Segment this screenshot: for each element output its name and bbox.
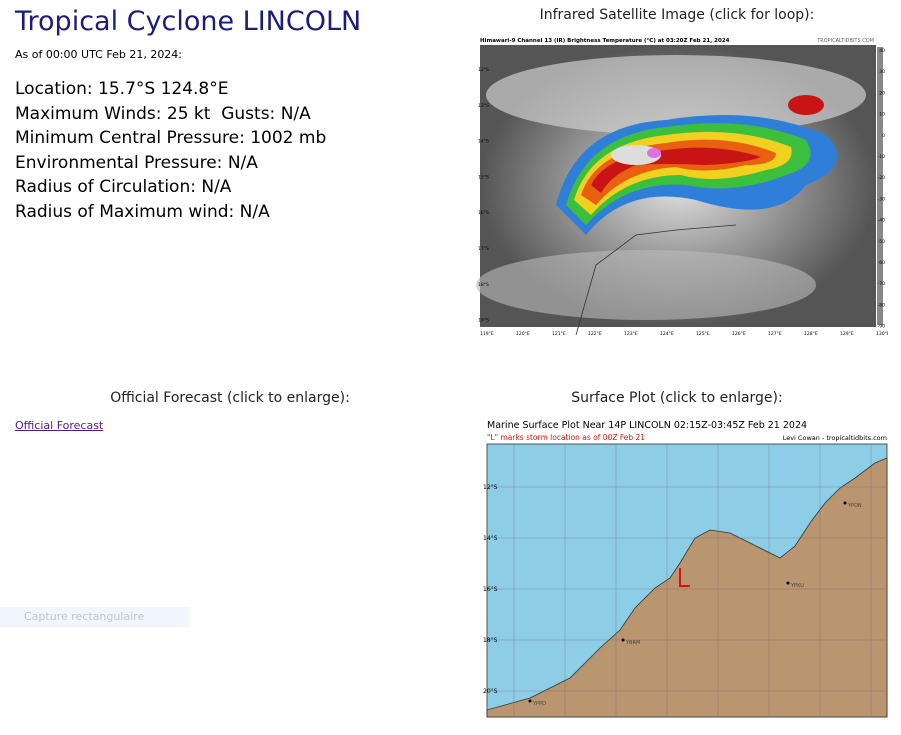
- lon-label: 124°E: [660, 331, 674, 337]
- lat-label: 12°S: [478, 67, 489, 73]
- capture-overlay: Capture rectangulaire: [0, 607, 190, 627]
- colorbar-label: 40: [879, 48, 885, 54]
- station: [843, 501, 847, 505]
- image-credit: TROPICALTIDBITS.COM: [816, 38, 874, 44]
- station: [786, 581, 790, 585]
- detail-line: Location: 15.7°S 124.8°E: [15, 79, 229, 99]
- detail-line: Radius of Circulation: N/A: [15, 177, 232, 198]
- colorbar-label: -60: [878, 260, 885, 266]
- detail-line: Minimum Central Pressure: 1002 mb: [15, 128, 327, 149]
- colorbar-label: -20: [878, 175, 885, 181]
- lat-label: 20°S: [483, 688, 498, 695]
- forecast-link[interactable]: Official Forecast: [15, 419, 104, 432]
- cloud-top: [647, 148, 661, 158]
- station: [621, 638, 625, 642]
- lon-label: 121°E: [552, 331, 566, 337]
- colorbar-label: -40: [878, 218, 885, 224]
- lon-label: 129°E: [840, 331, 854, 337]
- forecast-caption: Official Forecast (click to enlarge):: [110, 390, 350, 406]
- lat-label: 18°S: [483, 637, 498, 644]
- plot-subtitle: "L" marks storm location as of 00Z Feb 2…: [487, 433, 645, 442]
- as-of: As of 00:00 UTC Feb 21, 2024:: [15, 48, 183, 61]
- colorbar-label: -30: [878, 196, 885, 202]
- lon-label: 120°E: [516, 331, 530, 337]
- colorbar-label: 0: [882, 133, 885, 139]
- lat-label: 15°S: [478, 174, 489, 180]
- cloud: [476, 250, 816, 320]
- colorbar: [877, 47, 883, 325]
- detail-line: Maximum Winds: 25 kt Gusts: N/A: [15, 103, 311, 124]
- storm-marker: [679, 568, 690, 587]
- image-title: Himawari-9 Channel 13 (IR) Brightness Te…: [480, 38, 730, 44]
- coastline: [575, 224, 737, 336]
- lat-label: 16°S: [483, 586, 498, 593]
- lon-label: 127°E: [768, 331, 782, 337]
- lon-label: 126°E: [732, 331, 746, 337]
- station-label: YPKU: [790, 583, 804, 589]
- surface-image[interactable]: Marine Surface Plot Near 14P LINCOLN 02:…: [480, 418, 890, 720]
- plot-credit: Levi Cowan - tropicaltidbits.com: [783, 434, 887, 442]
- colorbar-label: 10: [879, 112, 885, 118]
- lat-label: 14°S: [478, 139, 489, 145]
- station-label: YPDN: [847, 503, 862, 509]
- satellite-caption: Infrared Satellite Image (click for loop…: [539, 7, 815, 23]
- lat-label: 16°S: [478, 210, 489, 216]
- colorbar-label: -80: [878, 302, 885, 308]
- lon-label: 128°E: [804, 331, 818, 337]
- lon-label: 119°E: [480, 331, 494, 337]
- colorbar-label: -70: [878, 281, 885, 287]
- lon-label: 125°E: [696, 331, 710, 337]
- cloud: [486, 55, 866, 135]
- colorbar-label: -90: [878, 324, 885, 330]
- colorbar-label: 30: [879, 69, 885, 75]
- plot-title: Marine Surface Plot Near 14P LINCOLN 02:…: [487, 420, 807, 431]
- station-label: YBRM: [625, 640, 640, 646]
- station-label: YPPD: [532, 701, 546, 707]
- lat-label: 12°S: [483, 484, 498, 491]
- lon-label: 123°E: [624, 331, 638, 337]
- page-title: Tropical Cyclone LINCOLN: [15, 6, 362, 37]
- lat-label: 19°S: [478, 318, 489, 324]
- lon-label: 130°E: [876, 331, 888, 337]
- lat-label: 18°S: [478, 282, 489, 288]
- lat-label: 14°S: [483, 535, 498, 542]
- colorbar-label: 20: [879, 90, 885, 96]
- lon-label: 122°E: [588, 331, 602, 337]
- surface-caption: Surface Plot (click to enlarge):: [571, 390, 783, 406]
- lat-label: 17°S: [478, 246, 489, 252]
- colorbar-label: -50: [878, 239, 885, 245]
- cloud-red: [788, 95, 824, 115]
- satellite-image[interactable]: Himawari-9 Channel 13 (IR) Brightness Te…: [476, 35, 888, 339]
- detail-line: Environmental Pressure: N/A: [15, 152, 258, 173]
- detail-line: Radius of Maximum wind: N/A: [15, 202, 270, 222]
- station: [528, 699, 532, 703]
- colorbar-label: -10: [878, 154, 885, 160]
- lat-label: 13°S: [478, 103, 489, 109]
